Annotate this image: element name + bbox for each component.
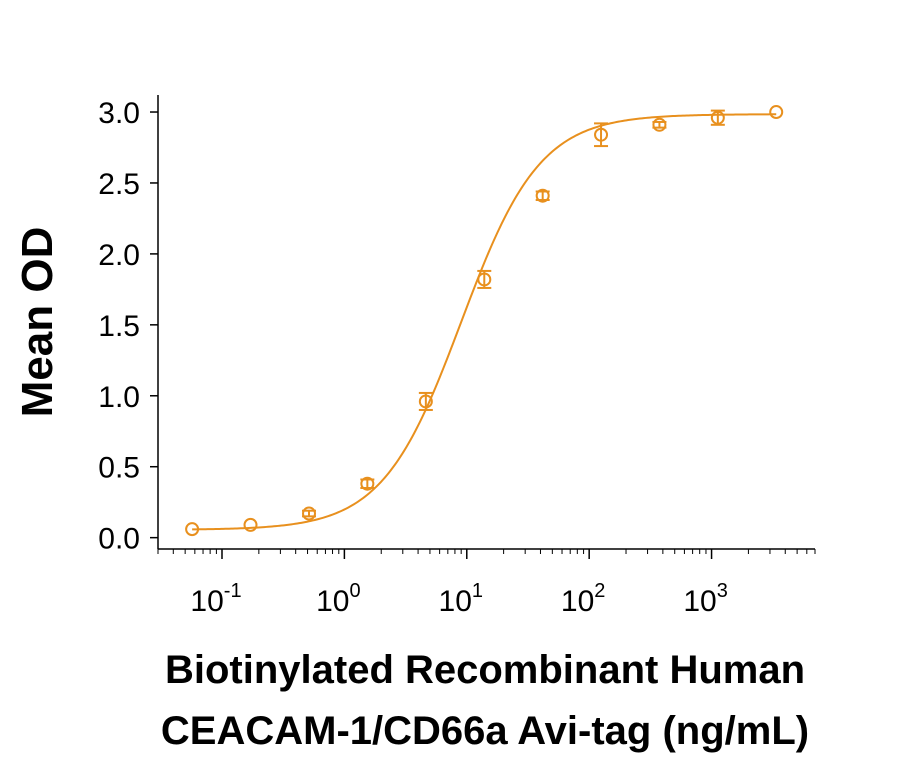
x-ticks: 10-1 100 101 102 103 [157,549,816,618]
x-tick-label: 101 [439,580,484,618]
y-tick-label: 0.5 [98,452,140,485]
y-tick-label: 2.5 [98,168,140,201]
x-tick-label: 10-1 [190,580,241,618]
data-point [418,394,433,409]
data-points [185,105,784,537]
y-ticks: 0.0 0.5 1.0 1.5 2.0 2.5 3.0 [98,97,158,556]
axes: 0.0 0.5 1.0 1.5 2.0 2.5 3.0 10-1 100 101 102 103 [98,95,816,618]
data-point [594,127,609,142]
data-point [185,522,200,537]
fit-curve [192,113,777,531]
data-point [535,188,550,203]
y-tick-label: 0.0 [98,523,140,556]
data-point [477,272,492,287]
x-tick-label: 102 [561,580,606,618]
x-tick-label: 100 [316,580,361,618]
x-tick-label: 103 [683,580,728,618]
y-tick-label: 1.0 [98,381,140,414]
data-point [360,476,375,491]
y-tick-label: 2.0 [98,239,140,272]
data-point [302,506,317,521]
data-point [710,110,725,125]
data-point [243,517,258,532]
y-tick-label: 3.0 [98,97,140,130]
y-axis-label: Mean OD [13,227,62,418]
x-axis-label-line-1: Biotinylated Recombinant Human [165,648,805,692]
data-point [652,117,667,132]
y-tick-label: 1.5 [98,310,140,343]
x-axis-label-line-2: CEACAM-1/CD66a Avi-tag (ng/mL) [161,709,809,753]
data-point [769,105,784,120]
